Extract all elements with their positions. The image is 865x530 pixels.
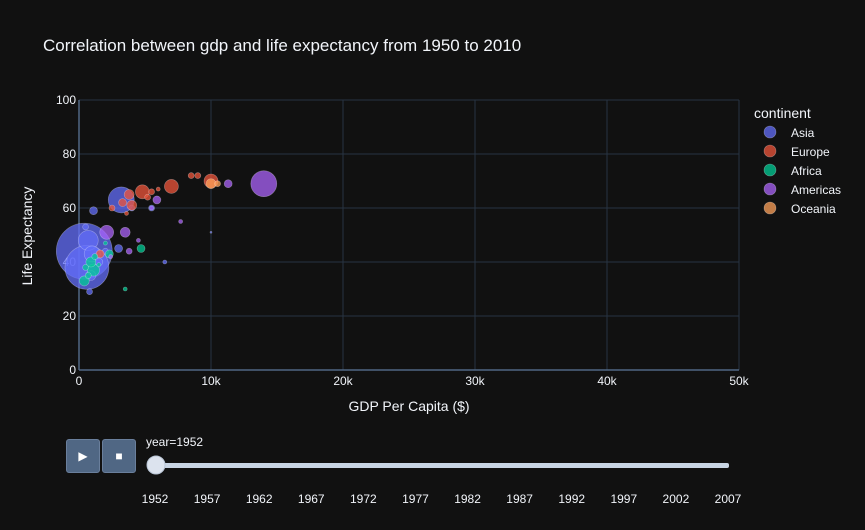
legend-item-oceania[interactable]: Oceania (763, 201, 836, 216)
play-icon: ▶ (78, 449, 88, 463)
legend-item-asia[interactable]: Asia (763, 125, 815, 140)
chart-title: Correlation between gdp and life expecta… (43, 36, 521, 55)
series-americas (99, 170, 278, 259)
legend-label: Africa (791, 164, 822, 178)
data-point[interactable] (136, 238, 141, 243)
y-axis-title: Life Expectancy (19, 187, 35, 286)
slider-year-label[interactable]: 2002 (663, 492, 690, 506)
data-point[interactable] (209, 231, 213, 234)
data-point[interactable] (122, 286, 128, 292)
data-point[interactable] (119, 227, 131, 238)
series-oceania (205, 178, 221, 189)
data-point[interactable] (114, 244, 123, 253)
y-tick-label: 60 (63, 201, 77, 215)
data-point[interactable] (86, 288, 93, 296)
legend-label: Oceania (791, 202, 836, 216)
data-point[interactable] (99, 225, 115, 240)
data-point[interactable] (89, 206, 98, 215)
data-point[interactable] (152, 195, 162, 205)
data-point[interactable] (125, 247, 133, 255)
x-tick-label: 40k (597, 374, 617, 388)
data-point[interactable] (187, 172, 195, 179)
data-point[interactable] (82, 223, 89, 231)
data-point[interactable] (148, 188, 155, 196)
data-point[interactable] (149, 205, 154, 211)
legend-marker (763, 182, 777, 196)
y-tick-label: 0 (69, 363, 76, 377)
legend-label: Americas (791, 183, 841, 197)
slider-year-label[interactable]: 1992 (558, 492, 585, 506)
legend-marker (763, 163, 777, 177)
data-point[interactable] (103, 240, 108, 246)
legend-marker (763, 201, 777, 215)
slider-year-label[interactable]: 1962 (246, 492, 273, 506)
slider-year-label[interactable]: 2007 (715, 492, 742, 506)
data-point[interactable] (82, 264, 89, 271)
data-point[interactable] (108, 204, 116, 212)
slider-year-label[interactable]: 1977 (402, 492, 429, 506)
data-point[interactable] (250, 170, 278, 197)
legend-marker (763, 125, 777, 139)
legend-title: continent (754, 105, 811, 121)
data-point[interactable] (136, 244, 146, 253)
play-button[interactable]: ▶ (66, 439, 100, 473)
data-point[interactable] (155, 186, 161, 192)
slider-current-label: year=1952 (146, 435, 203, 449)
data-point[interactable] (194, 172, 202, 179)
data-point[interactable] (223, 179, 233, 188)
data-point[interactable] (144, 193, 151, 201)
data-point[interactable] (162, 259, 168, 265)
legend-item-americas[interactable]: Americas (763, 182, 841, 197)
slider-year-label[interactable]: 1952 (142, 492, 169, 506)
slider-year-label[interactable]: 1982 (454, 492, 481, 506)
x-tick-label: 10k (201, 374, 221, 388)
legend-item-africa[interactable]: Africa (763, 163, 822, 178)
data-point[interactable] (96, 262, 102, 268)
data-point[interactable] (84, 272, 92, 279)
x-tick-label: 0 (76, 374, 83, 388)
year-slider[interactable]: year=1952 1952 1957 1962 1967 1972 1977 1982 19… (142, 435, 742, 506)
x-axis-title: GDP Per Capita ($) (348, 398, 469, 414)
x-tick-label: 30k (465, 374, 485, 388)
slider-year-label[interactable]: 1997 (610, 492, 637, 506)
grid (79, 99, 740, 370)
x-tick-label: 50k (729, 374, 749, 388)
data-point[interactable] (164, 179, 179, 194)
stop-icon: ■ (115, 449, 123, 463)
stop-button[interactable]: ■ (102, 439, 136, 473)
slider-track[interactable] (156, 463, 729, 468)
slider-handle[interactable] (146, 455, 166, 475)
data-point[interactable] (178, 219, 183, 224)
data-point[interactable] (118, 198, 127, 207)
series-europe (95, 172, 219, 259)
legend-label: Europe (791, 145, 830, 159)
legend-marker (763, 144, 777, 158)
y-tick-label: 80 (63, 147, 77, 161)
data-point[interactable] (91, 253, 99, 260)
slider-year-label[interactable]: 1957 (194, 492, 221, 506)
y-tick-label: 100 (56, 93, 76, 107)
data-point[interactable] (78, 275, 90, 287)
data-points (55, 170, 278, 296)
data-point[interactable] (85, 256, 97, 268)
data-point[interactable] (126, 200, 138, 211)
slider-year-label[interactable]: 1987 (506, 492, 533, 506)
legend-item-europe[interactable]: Europe (763, 144, 830, 159)
slider-year-label[interactable]: 1972 (350, 492, 377, 506)
data-point[interactable] (214, 180, 221, 187)
slider-year-label[interactable]: 1967 (298, 492, 325, 506)
x-tick-label: 20k (333, 374, 353, 388)
data-point[interactable] (124, 211, 129, 216)
data-point[interactable] (108, 254, 113, 259)
legend-label: Asia (791, 126, 815, 140)
y-tick-label: 20 (63, 309, 77, 323)
axes: 010k20k30k40k50k020406080100 (56, 93, 750, 388)
data-point[interactable] (123, 189, 135, 200)
legend: continent Asia Europe Africa Americas Oceani… (754, 105, 841, 216)
